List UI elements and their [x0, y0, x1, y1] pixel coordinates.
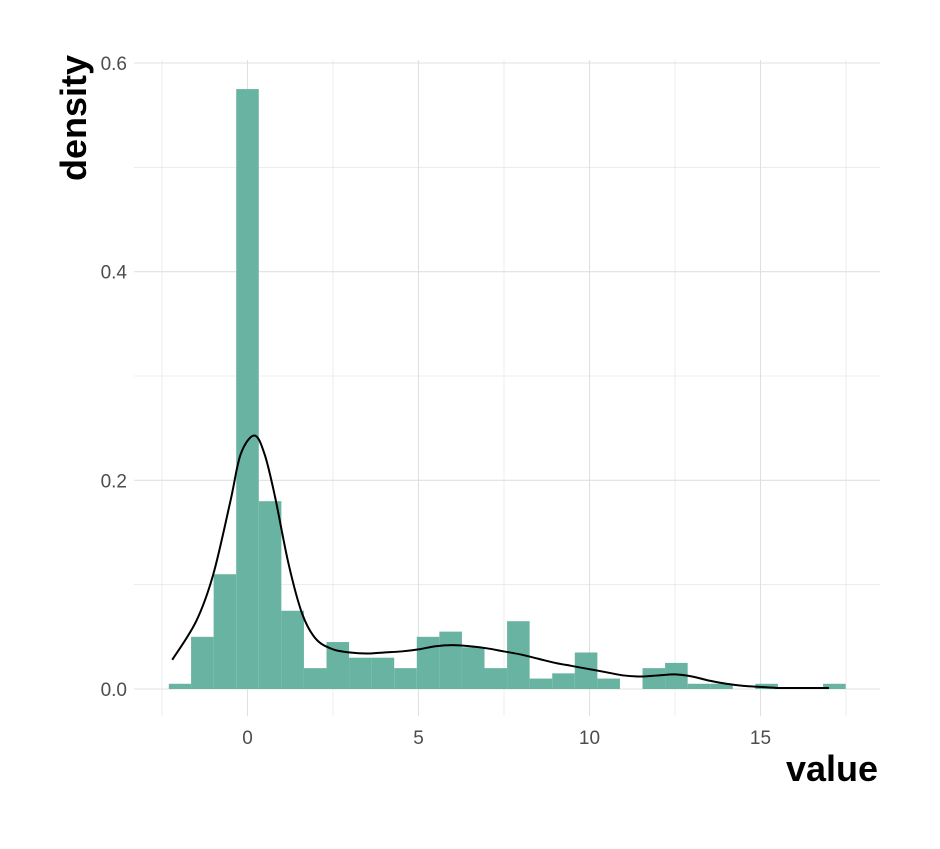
x-tick-label: 0 [242, 728, 253, 749]
histogram-bar [507, 621, 530, 689]
histogram-bar [552, 673, 575, 689]
histogram-bar [349, 657, 372, 689]
histogram-bar [326, 642, 350, 689]
histogram-bar [439, 631, 462, 689]
x-tick-label: 5 [413, 728, 424, 749]
histogram-bar [687, 683, 711, 689]
y-axis-title: density [53, 55, 94, 181]
histogram-bar [281, 610, 304, 689]
x-tick-label: 10 [579, 728, 600, 749]
y-tick-label: 0.4 [101, 263, 128, 284]
histogram-bar [191, 636, 214, 689]
histogram-bar [213, 574, 237, 689]
histogram-bar [461, 647, 485, 689]
histogram-bar [665, 662, 688, 689]
histogram-bar [597, 678, 620, 689]
y-tick-label: 0.0 [101, 680, 127, 701]
histogram-bar [416, 636, 440, 689]
histogram-bar [168, 683, 192, 689]
histogram-bar [529, 678, 553, 689]
histogram-bar [394, 668, 417, 689]
histogram-bar [371, 657, 395, 689]
histogram-bar [642, 668, 666, 689]
histogram-bar [303, 668, 327, 689]
x-axis-title: value [786, 748, 878, 789]
histogram-bar [710, 683, 733, 689]
y-tick-label: 0.6 [101, 54, 127, 75]
histogram-bar [258, 501, 282, 689]
x-tick-label: 15 [750, 728, 771, 749]
histogram-bars [168, 89, 846, 690]
tick-labels: 0 5 10 15 0.0 0.2 0.4 0.6 [101, 54, 771, 749]
histogram-bar [574, 652, 598, 689]
histogram-bar [236, 89, 259, 690]
density-curve [171, 434, 829, 690]
histogram-bar [484, 668, 508, 689]
y-tick-label: 0.2 [101, 471, 127, 492]
histogram-bar [823, 683, 846, 689]
